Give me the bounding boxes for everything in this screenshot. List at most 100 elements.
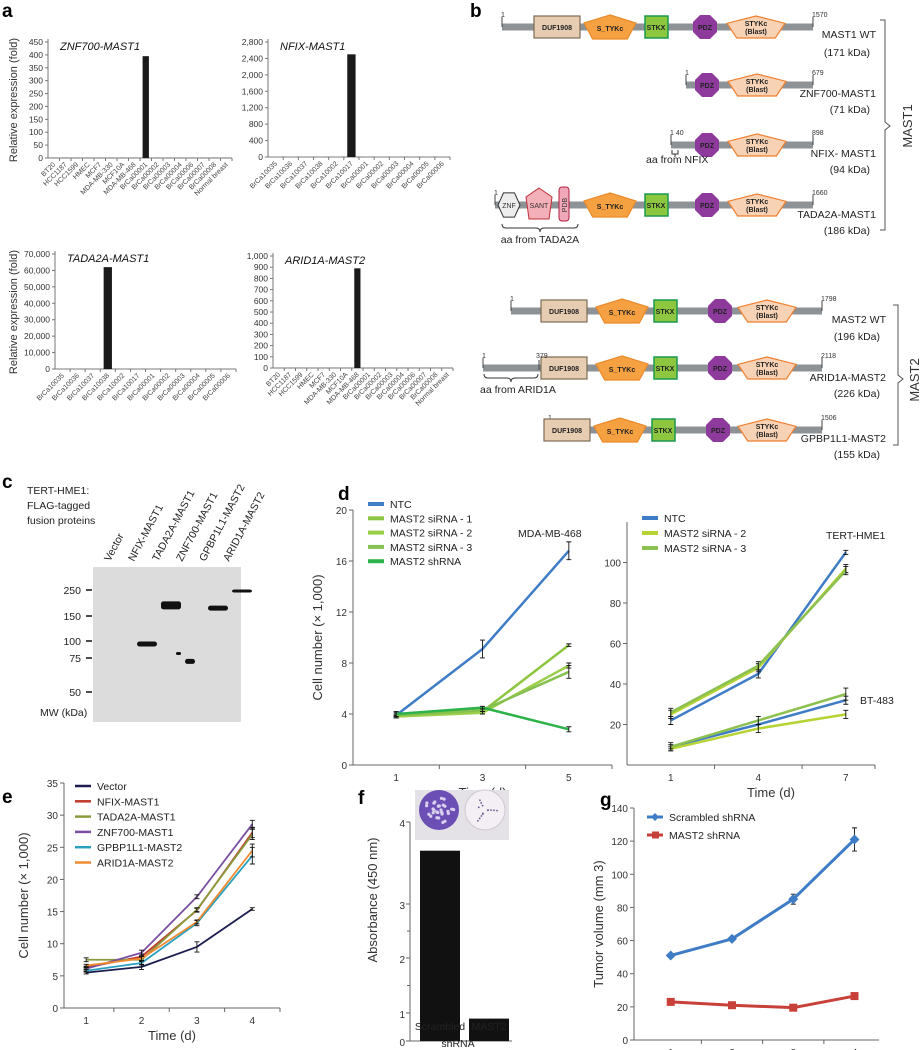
bar — [154, 157, 161, 158]
chart-a3 — [52, 251, 237, 372]
bar — [410, 367, 417, 368]
legend-label: MAST2 shRNA — [390, 556, 461, 568]
protein-name: GPBP1L1-MAST2 — [801, 433, 886, 445]
x-tick-label: 2 — [139, 1016, 145, 1027]
y-tick-label: 20 — [336, 506, 348, 517]
blast-label: (Blast) — [746, 87, 768, 94]
nfix-note: aa from NFIX — [646, 154, 708, 166]
error-bar — [480, 639, 485, 659]
stykc-label: STYKc — [746, 79, 769, 86]
chart-title: ARID1A-MAST2 — [284, 255, 365, 267]
protein-name: ZNF700-MAST1 — [800, 88, 877, 100]
y-tick-label: 140 — [611, 804, 628, 815]
colony-dot — [490, 809, 492, 812]
bar — [421, 367, 428, 368]
mast1-bracket — [880, 19, 891, 231]
y-tick-label: 25 — [47, 843, 59, 854]
y-tick-label: 12 — [336, 608, 348, 619]
protein-band — [137, 641, 157, 647]
start-residue-label: 1 — [482, 353, 486, 360]
y-tick-label: 800 — [254, 273, 268, 283]
chart-title: TADA2A-MAST1 — [67, 253, 149, 265]
y-tick-label: 0 — [45, 364, 50, 374]
pdz-domain — [707, 298, 733, 324]
y-tick-label: 0 — [52, 1004, 58, 1015]
legend-label: ZNF700-MAST1 — [97, 827, 174, 839]
arid1a-junction-label: 379 — [536, 353, 548, 360]
x-tick-label: 4 — [250, 1016, 256, 1027]
error-bar — [566, 541, 572, 561]
bar — [211, 157, 218, 158]
chart-d2 — [623, 522, 876, 769]
y-tick-label: 16 — [336, 557, 348, 568]
y-tick-label: 30,000 — [24, 315, 50, 325]
y-axis-label: Absorbance (450 nm) — [365, 837, 380, 962]
y-tick-label: 1,200 — [242, 103, 264, 113]
x-axis-label: Time (d) — [747, 785, 795, 800]
error-bar — [194, 907, 200, 913]
y-tick-label: 0 — [38, 153, 43, 163]
colony-dot — [432, 801, 436, 805]
x-tick-label: 1 — [83, 1016, 89, 1027]
pdz-domain — [694, 192, 720, 218]
y-tick-label: 2,400 — [242, 53, 264, 63]
duf1908-domain — [540, 299, 588, 323]
error-bar — [668, 744, 674, 750]
x-tick-label: 1 — [668, 1048, 674, 1050]
protein-mass: (196 kDa) — [834, 331, 880, 343]
chart-a1 — [45, 39, 233, 161]
panel-label-g: g — [600, 790, 612, 811]
stykc-blast-domain — [727, 193, 787, 217]
colony-dot — [481, 804, 484, 807]
s-tykc-label: S_TYKc — [607, 429, 634, 436]
end-residue-label: 1660 — [812, 190, 828, 197]
y-tick-label: 1,000 — [247, 251, 269, 261]
series-line — [670, 569, 847, 714]
y-tick-label: 40,000 — [24, 298, 50, 308]
error-bar — [843, 687, 849, 701]
y-tick-label: 800 — [249, 119, 263, 129]
stkx-domain — [644, 193, 669, 217]
y-tick-label: 150 — [29, 114, 43, 124]
stykc-label: STYKc — [756, 362, 779, 369]
colony-dot — [441, 803, 445, 807]
chart-a2 — [265, 39, 451, 160]
y-tick-label: 1 — [399, 1010, 405, 1021]
bar — [331, 367, 338, 368]
colony-dot — [431, 811, 435, 815]
legend-marker — [651, 813, 659, 821]
s-tykc-domain — [595, 298, 649, 324]
stkx-domain — [653, 356, 678, 380]
colony-dot — [476, 819, 479, 822]
error-bar — [668, 707, 674, 717]
y-tick-label: 2,000 — [242, 70, 264, 80]
data-point — [665, 950, 676, 961]
pdz-label: PDZ — [700, 203, 715, 210]
category-label: MAST2 — [471, 1021, 506, 1033]
mw-marker-label: 150 — [63, 611, 81, 623]
protein-band — [185, 658, 195, 664]
pdz-domain — [694, 132, 720, 158]
error-bar — [566, 726, 572, 733]
error-bar — [393, 711, 399, 717]
colony-dot — [429, 814, 433, 818]
pdz-domain — [707, 355, 733, 381]
y-tick-label: 40 — [617, 970, 629, 981]
stkx-domain — [651, 418, 676, 442]
legend-label: MAST2 siRNA - 3 — [390, 542, 472, 554]
y-tick-label: 350 — [29, 63, 43, 73]
colony-dot — [443, 819, 447, 823]
s-tykc-label: S_TYKc — [609, 367, 636, 374]
cell-line-label: MDA-MB-468 — [518, 528, 582, 540]
error-bar — [194, 941, 200, 953]
panel-label-a: a — [2, 1, 13, 22]
y-tick-label: 15 — [47, 908, 59, 919]
bar — [188, 157, 195, 158]
protein-mass: (186 kDa) — [824, 225, 870, 237]
bar — [347, 54, 356, 158]
y-tick-label: 3 — [399, 901, 405, 912]
x-tick-label: 7 — [843, 773, 849, 784]
legend-label: NTC — [664, 513, 686, 525]
blot-title-line: TERT-HME1: — [27, 485, 89, 497]
pdb-label: PDB — [562, 197, 569, 212]
